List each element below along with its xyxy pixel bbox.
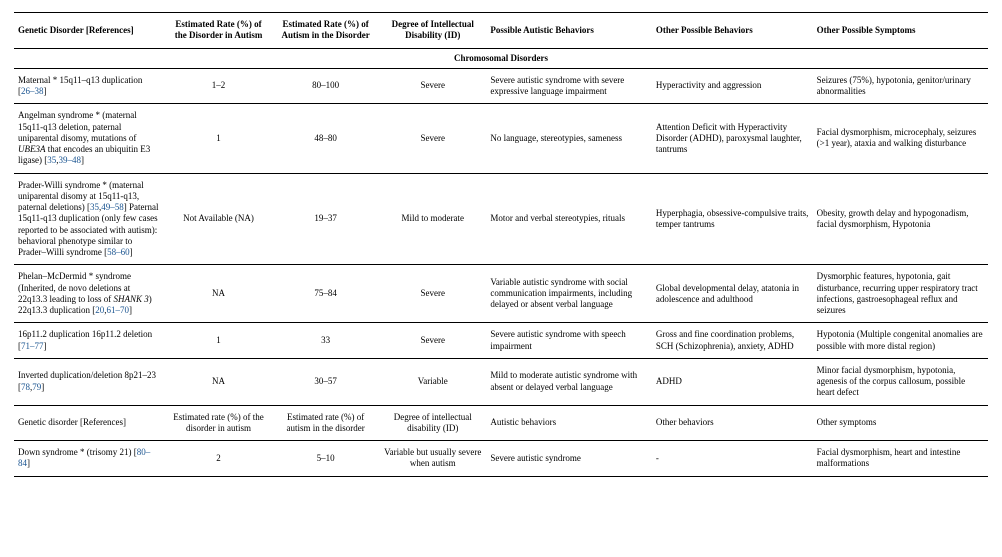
- table-row: 16p11.2 duplication 16p11.2 deletion [71…: [14, 323, 988, 359]
- cell-other-sym: Facial dysmorphism, microcephaly, seizur…: [813, 104, 988, 173]
- cell-rate-in-autism: 1: [165, 323, 272, 359]
- cell-other-sym: Obesity, growth delay and hypogonadism, …: [813, 173, 988, 265]
- cell-id: Variable: [379, 358, 486, 405]
- cell-id: Mild to moderate: [379, 173, 486, 265]
- cell-other-beh: Global developmental delay, atatonia in …: [652, 265, 813, 323]
- table-row: Angelman syndrome * (maternal 15q11-q13 …: [14, 104, 988, 173]
- cell-autistic-beh: Motor and verbal stereotypies, rituals: [486, 173, 652, 265]
- table-row: Inverted duplication/deletion 8p21–23 [7…: [14, 358, 988, 405]
- cell-id: Severe: [379, 323, 486, 359]
- cell-autism-in-dis: 5–10: [272, 441, 379, 477]
- cell-disorder: Prader-Willi syndrome * (maternal unipar…: [14, 173, 165, 265]
- cell-other-beh: Attention Deficit with Hyperactivity Dis…: [652, 104, 813, 173]
- cell-rate-in-autism: NA: [165, 265, 272, 323]
- col-rate-in-autism: Estimated Rate (%) of the Disorder in Au…: [165, 13, 272, 49]
- cell-id: Severe: [379, 68, 486, 104]
- cell-rate-in-autism: Not Available (NA): [165, 173, 272, 265]
- table-row: Phelan–McDermid * syndrome (Inherited, d…: [14, 265, 988, 323]
- cell-disorder: Inverted duplication/deletion 8p21–23 [7…: [14, 358, 165, 405]
- cell-autistic-beh: Severe autistic syndrome with speech imp…: [486, 323, 652, 359]
- cell-autism-in-dis: Estimated rate (%) of autism in the diso…: [272, 405, 379, 441]
- cell-rate-in-autism: 1: [165, 104, 272, 173]
- cell-autism-in-dis: 19–37: [272, 173, 379, 265]
- cell-disorder: 16p11.2 duplication 16p11.2 deletion [71…: [14, 323, 165, 359]
- section-heading-cell: Chromosomal Disorders: [14, 48, 988, 68]
- cell-autism-in-dis: 75–84: [272, 265, 379, 323]
- col-autistic-beh: Possible Autistic Behaviors: [486, 13, 652, 49]
- col-id: Degree of Intellectual Disability (ID): [379, 13, 486, 49]
- cell-other-beh: Hyperphagia, obsessive-compulsive traits…: [652, 173, 813, 265]
- cell-disorder: Maternal * 15q11–q13 duplication [26–38]: [14, 68, 165, 104]
- cell-other-beh: ADHD: [652, 358, 813, 405]
- table-row: Prader-Willi syndrome * (maternal unipar…: [14, 173, 988, 265]
- cell-autism-in-dis: 30–57: [272, 358, 379, 405]
- col-other-sym: Other Possible Symptoms: [813, 13, 988, 49]
- cell-rate-in-autism: Estimated rate (%) of the disorder in au…: [165, 405, 272, 441]
- col-other-beh: Other Possible Behaviors: [652, 13, 813, 49]
- cell-disorder: Down syndrome * (trisomy 21) [80–84]: [14, 441, 165, 477]
- cell-other-beh: -: [652, 441, 813, 477]
- table-row: Down syndrome * (trisomy 21) [80–84]25–1…: [14, 441, 988, 477]
- cell-autism-in-dis: 80–100: [272, 68, 379, 104]
- cell-other-sym: Minor facial dysmorphism, hypotonia, age…: [813, 358, 988, 405]
- cell-disorder: Genetic disorder [References]: [14, 405, 165, 441]
- cell-autistic-beh: Severe autistic syndrome with severe exp…: [486, 68, 652, 104]
- cell-autistic-beh: Variable autistic syndrome with social c…: [486, 265, 652, 323]
- cell-other-sym: Seizures (75%), hypotonia, genitor/urina…: [813, 68, 988, 104]
- cell-other-beh: Hyperactivity and aggression: [652, 68, 813, 104]
- table-body: Chromosomal DisordersMaternal * 15q11–q1…: [14, 48, 988, 476]
- cell-autistic-beh: Autistic behaviors: [486, 405, 652, 441]
- cell-other-beh: Gross and fine coordination problems, SC…: [652, 323, 813, 359]
- cell-other-sym: Dysmorphic features, hypotonia, gait dis…: [813, 265, 988, 323]
- genetic-disorders-table: Genetic Disorder [References] Estimated …: [14, 12, 988, 477]
- cell-rate-in-autism: 2: [165, 441, 272, 477]
- cell-other-sym: Other symptoms: [813, 405, 988, 441]
- cell-autistic-beh: No language, stereotypies, sameness: [486, 104, 652, 173]
- cell-id: Severe: [379, 265, 486, 323]
- cell-id: Variable but usually severe when autism: [379, 441, 486, 477]
- cell-other-sym: Facial dysmorphism, heart and intestine …: [813, 441, 988, 477]
- header-row: Genetic Disorder [References] Estimated …: [14, 13, 988, 49]
- section-heading: Chromosomal Disorders: [14, 48, 988, 68]
- cell-autistic-beh: Severe autistic syndrome: [486, 441, 652, 477]
- col-autism-in-dis: Estimated Rate (%) of Autism in the Diso…: [272, 13, 379, 49]
- table-row: Maternal * 15q11–q13 duplication [26–38]…: [14, 68, 988, 104]
- cell-disorder: Angelman syndrome * (maternal 15q11-q13 …: [14, 104, 165, 173]
- cell-rate-in-autism: NA: [165, 358, 272, 405]
- cell-id: Severe: [379, 104, 486, 173]
- cell-autism-in-dis: 33: [272, 323, 379, 359]
- cell-autism-in-dis: 48–80: [272, 104, 379, 173]
- cell-rate-in-autism: 1–2: [165, 68, 272, 104]
- cell-other-sym: Hypotonia (Multiple congenital anomalies…: [813, 323, 988, 359]
- col-disorder: Genetic Disorder [References]: [14, 13, 165, 49]
- cell-other-beh: Other behaviors: [652, 405, 813, 441]
- table-row: Genetic disorder [References]Estimated r…: [14, 405, 988, 441]
- cell-disorder: Phelan–McDermid * syndrome (Inherited, d…: [14, 265, 165, 323]
- cell-id: Degree of intellectual disability (ID): [379, 405, 486, 441]
- cell-autistic-beh: Mild to moderate autistic syndrome with …: [486, 358, 652, 405]
